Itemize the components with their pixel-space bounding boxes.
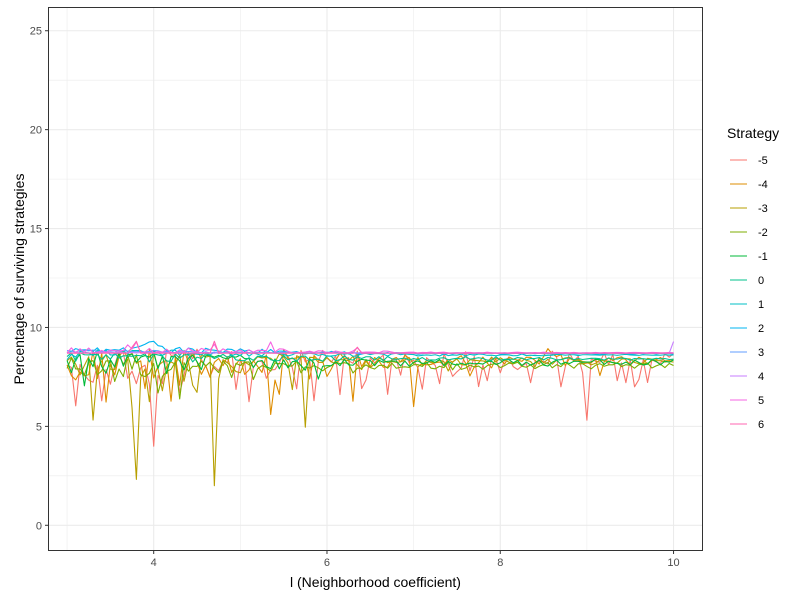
plot-panel (48, 7, 703, 551)
series-line--2 (66, 354, 674, 400)
y-tick-label: 25 (30, 26, 42, 38)
series-lines (66, 340, 675, 487)
panel-background (48, 7, 703, 551)
legend: Strategy -5 -4 -3 -2 -1 0 1 2 3 4 5 6 (727, 125, 779, 431)
legend-label: -4 (758, 179, 768, 191)
legend-label: -3 (758, 203, 768, 215)
legend-label: 1 (758, 299, 764, 311)
series-line--1 (66, 350, 674, 387)
x-tick-label: 8 (497, 557, 503, 569)
legend-label: 4 (758, 371, 764, 383)
x-tick-label: 4 (151, 557, 157, 569)
y-tick-label: 15 (30, 224, 42, 236)
legend-items: -5 -4 -3 -2 -1 0 1 2 3 4 5 6 (730, 155, 768, 431)
legend-label: 6 (758, 419, 764, 431)
x-tick-label: 10 (667, 557, 679, 569)
series-line-5 (66, 341, 674, 354)
legend-title: Strategy (727, 125, 779, 141)
y-tick-label: 0 (36, 520, 42, 532)
y-axis-title: Percentage of surviving strategies (11, 174, 27, 385)
legend-label: -2 (758, 227, 768, 239)
legend-label: 5 (758, 395, 764, 407)
x-axis: 4 6 8 10 (151, 551, 680, 569)
minor-gridlines (48, 7, 703, 551)
legend-label: -5 (758, 155, 768, 167)
panel-border (48, 7, 703, 551)
legend-label: 3 (758, 347, 764, 359)
series-line-6 (67, 340, 674, 354)
legend-label: 0 (758, 275, 764, 287)
legend-label: -1 (758, 251, 768, 263)
legend-label: 2 (758, 323, 764, 335)
y-axis: 0 5 10 15 20 25 (30, 26, 48, 532)
y-tick-label: 20 (30, 125, 42, 137)
y-tick-label: 5 (36, 421, 42, 433)
major-gridlines (48, 7, 703, 551)
x-tick-label: 6 (324, 557, 330, 569)
x-axis-title: l (Neighborhood coefficient) (290, 574, 461, 590)
series-line-0 (66, 352, 674, 363)
y-tick-label: 10 (30, 322, 42, 334)
